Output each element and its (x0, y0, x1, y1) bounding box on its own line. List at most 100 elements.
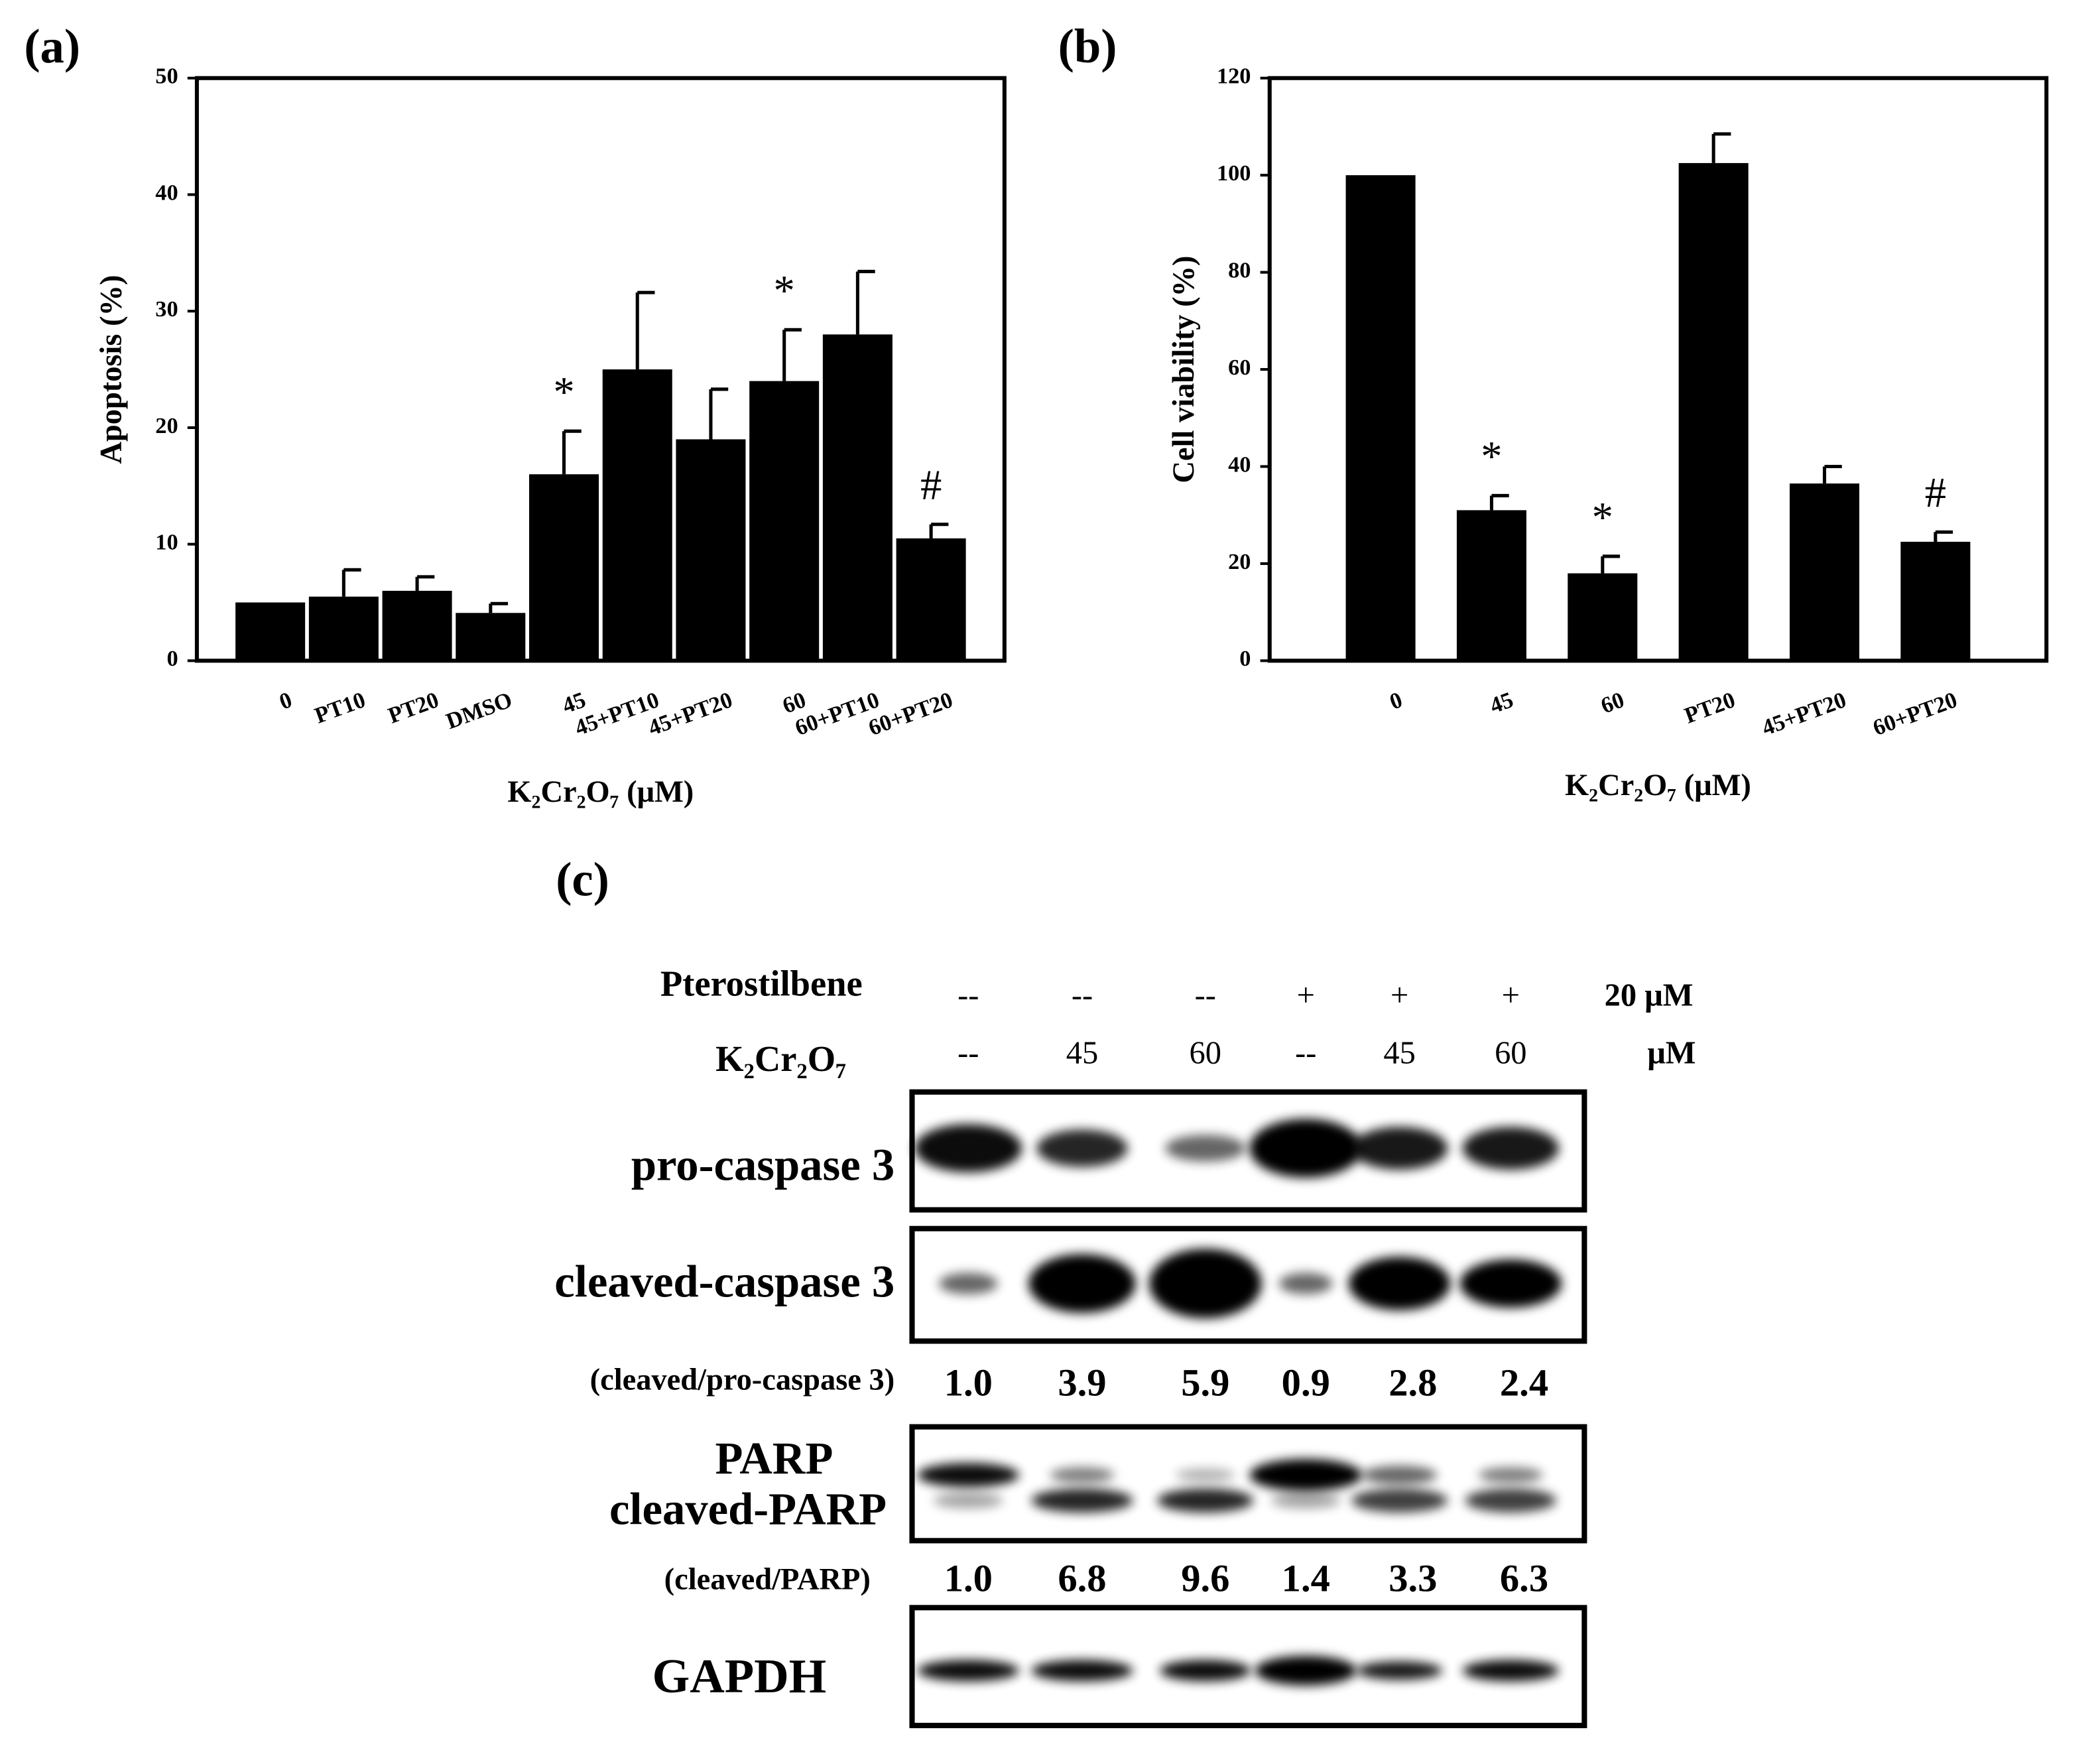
x-tick-label: PT20 (1681, 687, 1738, 728)
bar (235, 602, 306, 661)
treatment-label: K₂Cr₂O₇ (715, 1038, 846, 1079)
y-tick-label: 0 (1239, 646, 1251, 671)
blot-band (1462, 1660, 1560, 1682)
blot-band (1465, 1488, 1556, 1513)
blot-band (1148, 1249, 1262, 1319)
lane-treatment: -- (1295, 1035, 1316, 1070)
ratio-value: 2.4 (1500, 1361, 1548, 1404)
lane-treatment: -- (1195, 977, 1216, 1013)
treatment-label: Pterostilbene (660, 964, 863, 1004)
blot-band (1255, 1656, 1357, 1686)
bar (602, 369, 672, 661)
ratio-value: 9.6 (1181, 1556, 1229, 1599)
blot-band (1278, 1273, 1333, 1294)
x-axis-label: K₂Cr₂O₇ (μM) (1565, 769, 1751, 802)
blot-band (1028, 1254, 1136, 1313)
significance-mark: # (1925, 469, 1946, 517)
bar (822, 334, 893, 661)
treatment-unit: 20 μM (1605, 977, 1694, 1013)
bar (1678, 162, 1749, 661)
ratio-value: 1.0 (944, 1361, 993, 1404)
panel-label: (a) (24, 19, 80, 73)
x-tick-label: 0 (276, 687, 295, 715)
bar (528, 474, 599, 661)
bar (1900, 541, 1971, 661)
blot-band (1160, 1660, 1251, 1682)
x-tick-label: 60+PT20 (865, 687, 956, 741)
significance-mark: * (774, 267, 795, 314)
blot-band (1348, 1257, 1451, 1310)
ratio-value: 1.4 (1282, 1556, 1330, 1599)
lane-treatment: 60 (1495, 1035, 1526, 1070)
significance-mark: * (1481, 432, 1502, 480)
band-label: pro-caspase 3 (631, 1140, 895, 1190)
blot-band (917, 1463, 1020, 1487)
blot-band (1351, 1127, 1448, 1170)
blot-band (1362, 1465, 1438, 1485)
blot-band (1165, 1135, 1246, 1162)
x-tick-label: 45+PT10 (572, 687, 662, 741)
bar (896, 538, 966, 661)
y-tick-label: 20 (155, 413, 178, 438)
lane-treatment: -- (1072, 977, 1093, 1013)
lane-treatment: -- (957, 977, 979, 1013)
ratio-value: 5.9 (1181, 1361, 1229, 1404)
bar (308, 596, 379, 661)
blot-band (1462, 1127, 1560, 1170)
x-tick-label: 45+PT20 (645, 687, 736, 741)
lane-treatment: + (1502, 977, 1520, 1013)
y-axis-label: Apoptosis (%) (94, 275, 128, 464)
bar (1345, 175, 1416, 661)
blot-band (1050, 1467, 1115, 1483)
ratio-value: 0.9 (1282, 1361, 1330, 1404)
ratio-value: 3.9 (1058, 1361, 1106, 1404)
blot-band (1357, 1661, 1443, 1680)
panel-label: (c) (556, 852, 609, 906)
y-tick-label: 10 (155, 530, 178, 555)
lane-treatment: -- (957, 1035, 979, 1070)
blot-band (1176, 1468, 1235, 1482)
blot-band (933, 1492, 1003, 1509)
significance-mark: * (553, 368, 574, 416)
bar (1789, 483, 1860, 661)
bar (1456, 510, 1526, 661)
bar (1568, 573, 1638, 661)
axes-frame (1267, 76, 2049, 663)
band-label: GAPDH (652, 1649, 827, 1703)
y-tick-label: 80 (1228, 258, 1251, 283)
blot-band (1459, 1259, 1562, 1308)
bar (382, 590, 452, 661)
y-tick-label: 20 (1228, 549, 1251, 574)
x-tick-label: 60+PT20 (1869, 687, 1960, 741)
blot-band (1157, 1488, 1254, 1513)
band-label: cleaved-PARP (609, 1484, 887, 1534)
ratio-value: 6.3 (1500, 1556, 1548, 1599)
bar (456, 613, 526, 661)
lane-treatment: 60 (1190, 1035, 1221, 1070)
x-tick-label: PT10 (312, 687, 369, 728)
band-label: PARP (715, 1433, 833, 1483)
bar (676, 439, 746, 661)
x-tick-label: 0 (1387, 687, 1406, 715)
y-tick-label: 40 (155, 180, 178, 205)
y-tick-label: 120 (1217, 64, 1251, 89)
ratio-label: (cleaved/pro-caspase 3) (590, 1363, 895, 1397)
x-tick-label: 45 (1487, 687, 1516, 718)
blot-band (914, 1124, 1022, 1172)
ratio-value: 6.8 (1058, 1556, 1106, 1599)
lane-treatment: + (1390, 977, 1408, 1013)
bar (749, 381, 820, 661)
y-tick-label: 60 (1228, 355, 1251, 380)
ratio-value: 2.8 (1389, 1361, 1437, 1404)
blot-band (1478, 1467, 1543, 1483)
blot-band (917, 1660, 1020, 1682)
treatment-unit: μM (1647, 1035, 1696, 1070)
blot-frame (909, 1089, 1587, 1213)
lane-treatment: 45 (1383, 1035, 1415, 1070)
blot-frame (909, 1424, 1587, 1544)
blot-band (1036, 1129, 1128, 1167)
x-tick-label: DMSO (443, 687, 516, 734)
blot-band (1270, 1492, 1341, 1509)
